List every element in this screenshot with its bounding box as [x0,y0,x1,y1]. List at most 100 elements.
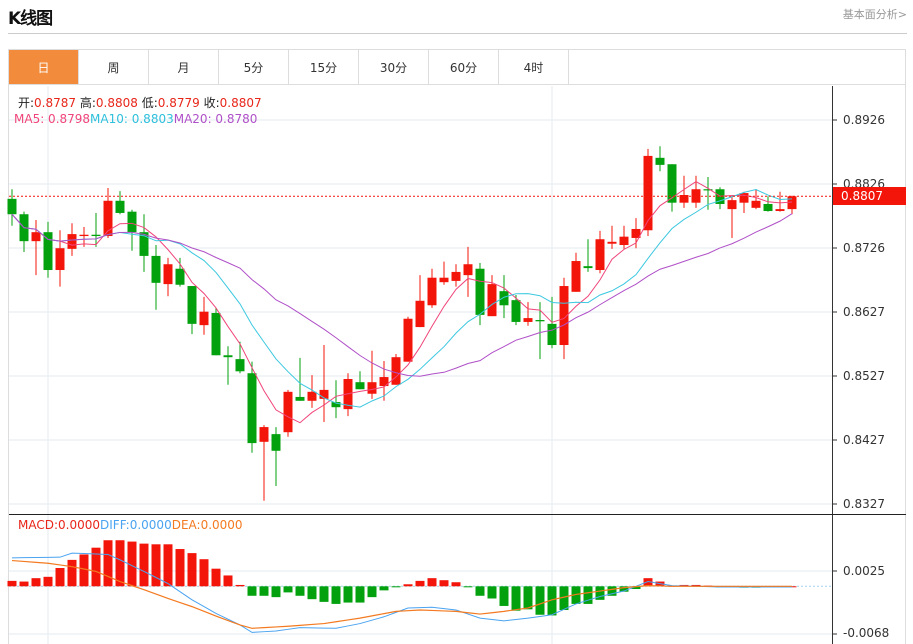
candle-down [355,382,365,390]
candle-up [379,377,389,387]
candle-down [703,189,713,191]
macd-bar [535,586,545,615]
candle-down [247,373,257,444]
period-tabs: 日 周 月 5分 15分 30分 60分 4时 [8,49,906,85]
macd-bar [163,544,173,587]
candle-up [691,189,701,203]
macd-bar [271,586,281,598]
macd-bar [355,586,365,603]
tab-30min[interactable]: 30分 [359,50,429,84]
low-label: 低: [141,96,158,110]
candle-up [439,277,449,283]
candle-up [55,248,65,271]
candle-up [319,389,329,399]
ma5-value: MA5: 0.8798 [14,112,91,126]
tab-day[interactable]: 日 [9,50,79,84]
macd-bar [391,586,401,588]
candle-up [595,239,605,271]
price-tick: 0.8627 [843,305,885,319]
candle-up [751,200,761,208]
price-tick: 0.8726 [843,241,885,255]
macd-bar [223,575,233,587]
price-tick: 0.8427 [843,433,885,447]
macd-bar [463,586,473,588]
macd-bar [499,586,509,606]
tab-4hour[interactable]: 4时 [499,50,569,84]
macd-bar [439,580,449,587]
macd-bar [619,586,629,592]
macd-bar [199,559,209,587]
macd-tick: 0.0025 [843,564,885,578]
candle-up [775,209,785,212]
macd-bar [151,544,161,587]
macd-bar [607,586,617,596]
candle-up [619,236,629,246]
open-value: 0.8787 [34,96,77,110]
macd-bar [235,584,245,587]
close-value: 0.8807 [219,96,262,110]
macd-bar [127,541,137,587]
candle-up [259,427,269,442]
candle-down [235,359,245,372]
candle-up [307,391,317,401]
macd-bar [187,553,197,587]
diff-value: DIFF:0.0000 [100,518,172,532]
tab-5min[interactable]: 5分 [219,50,289,84]
candle-up [607,241,617,244]
candle-down [499,291,509,306]
candle-up [67,234,77,249]
fundamental-analysis-link[interactable]: 基本面分析> [842,8,907,21]
candle-down [763,203,773,212]
macd-bar [583,586,593,604]
tab-60min[interactable]: 60分 [429,50,499,84]
macd-bar [19,581,29,587]
price-tick: 0.8527 [843,369,885,383]
dea-line [11,559,792,629]
candle-up [79,234,89,237]
candle-down [511,300,521,322]
candle-down [7,198,17,215]
macd-bar [31,578,41,587]
candle-up [787,196,797,210]
candle-down [331,402,341,408]
macd-bar [247,586,257,596]
candle-down [175,268,185,285]
ma10-value: MA10: 0.8803 [90,112,174,126]
macd-bar [103,540,113,587]
candle-down [271,434,281,451]
macd-bar [523,586,533,610]
candle-up [463,264,473,276]
macd-bar [427,578,437,587]
candle-up [367,382,377,394]
tab-month[interactable]: 月 [149,50,219,84]
candle-up [631,228,641,238]
candle-up [283,391,293,433]
macd-bar [451,582,461,587]
candle-up [727,200,737,210]
macd-bar [259,586,269,596]
macd-bar [559,586,569,611]
candle-down [295,396,305,401]
tab-15min[interactable]: 15分 [289,50,359,84]
candle-down [151,255,161,283]
macd-bar [379,586,389,591]
macd-bar [595,586,605,600]
ma20-value: MA20: 0.8780 [173,112,258,126]
candle-down [115,200,125,213]
candle-up [199,311,209,326]
open-label: 开: [18,96,35,110]
macd-value: MACD:0.0000 [18,518,101,532]
diff-line [11,552,792,633]
macd-info: MACD:0.0000DIFF:0.0000DEA:0.0000 [18,518,243,532]
candle-up [31,232,41,242]
macd-bar [571,586,581,604]
tab-week[interactable]: 周 [79,50,149,84]
macd-bar [7,580,17,587]
macd-tick: -0.0068 [843,626,890,640]
macd-bar [511,586,521,611]
candle-up [427,277,437,306]
macd-bar [91,547,101,587]
macd-bar [487,586,497,599]
candle-up [415,300,425,328]
